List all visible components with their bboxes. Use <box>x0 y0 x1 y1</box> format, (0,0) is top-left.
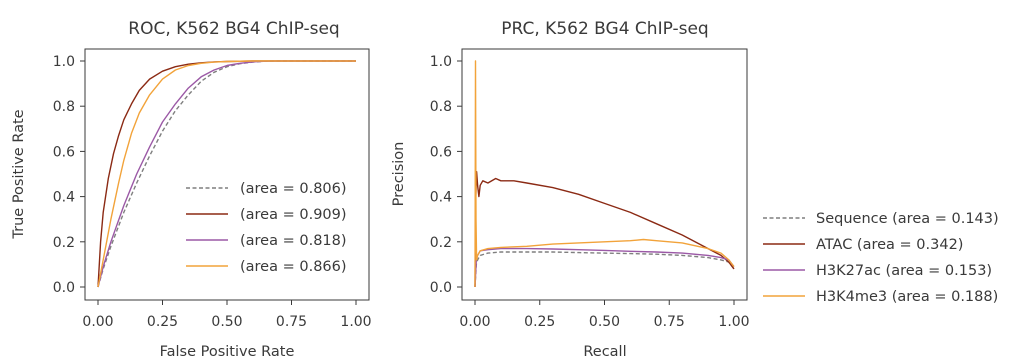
legend-label: H3K27ac (area = 0.153) <box>816 263 992 279</box>
legend-label: (area = 0.909) <box>240 207 347 223</box>
series-line <box>474 170 735 288</box>
x-tick-label: 1.00 <box>718 314 749 330</box>
legend-label: Sequence (area = 0.143) <box>816 211 999 227</box>
y-tick-label: 0.4 <box>430 190 452 206</box>
x-tick-label: 0.75 <box>276 314 307 330</box>
legend-label: (area = 0.866) <box>240 259 347 275</box>
y-tick-label: 0.0 <box>430 280 452 296</box>
x-tick-label: 1.00 <box>340 314 371 330</box>
series-line <box>474 251 735 288</box>
y-tick-label: 0.0 <box>53 280 75 296</box>
prc-chart: PRC, K562 BG4 ChIP-seq Recall Precision … <box>391 19 999 360</box>
roc-y-axis-label: True Positive Rate <box>11 109 27 239</box>
legend-label: H3K4me3 (area = 0.188) <box>816 289 998 305</box>
y-tick-label: 1.0 <box>430 54 452 70</box>
series-line <box>474 247 735 288</box>
x-tick-label: 0.50 <box>211 314 242 330</box>
y-tick-label: 0.2 <box>53 235 75 251</box>
prc-lines <box>474 60 735 288</box>
prc-chart-title: PRC, K562 BG4 ChIP-seq <box>501 19 708 39</box>
y-tick-label: 0.6 <box>53 144 75 160</box>
x-tick-label: 0.00 <box>459 314 490 330</box>
x-tick-label: 0.25 <box>524 314 555 330</box>
roc-ticks: 0.00 0.25 0.50 0.75 1.00 0.0 0.2 0.4 0.6 0.8 1.0 <box>53 54 372 330</box>
y-tick-label: 0.2 <box>430 235 452 251</box>
prc-ticks: 0.00 0.25 0.50 0.75 1.00 0.0 0.2 0.4 0.6 0.8 1.0 <box>430 54 750 330</box>
y-tick-label: 1.0 <box>53 54 75 70</box>
x-tick-label: 0.50 <box>589 314 620 330</box>
roc-lines <box>97 60 356 288</box>
x-tick-label: 0.25 <box>147 314 178 330</box>
x-tick-label: 0.75 <box>654 314 685 330</box>
y-tick-label: 0.4 <box>53 190 75 206</box>
x-tick-label: 0.00 <box>82 314 113 330</box>
prc-x-axis-label: Recall <box>583 344 626 360</box>
roc-chart-title: ROC, K562 BG4 ChIP-seq <box>128 19 339 39</box>
roc-chart: ROC, K562 BG4 ChIP-seq False Positive Ra… <box>11 19 372 360</box>
y-tick-label: 0.8 <box>53 99 75 115</box>
y-tick-label: 0.8 <box>430 99 452 115</box>
prc-legend: Sequence (area = 0.143) ATAC (area = 0.34… <box>763 211 999 305</box>
prc-plot-frame <box>461 48 748 301</box>
prc-y-axis-label: Precision <box>391 142 407 207</box>
legend-label: ATAC (area = 0.342) <box>816 237 963 253</box>
roc-x-axis-label: False Positive Rate <box>160 344 295 360</box>
roc-plot-frame <box>84 48 370 301</box>
legend-label: (area = 0.806) <box>240 181 347 197</box>
roc-legend: (area = 0.806) (area = 0.909) (area = 0.81… <box>186 181 347 275</box>
series-line <box>474 60 735 288</box>
series-line <box>97 60 356 288</box>
y-tick-label: 0.6 <box>430 144 452 160</box>
legend-label: (area = 0.818) <box>240 233 347 249</box>
